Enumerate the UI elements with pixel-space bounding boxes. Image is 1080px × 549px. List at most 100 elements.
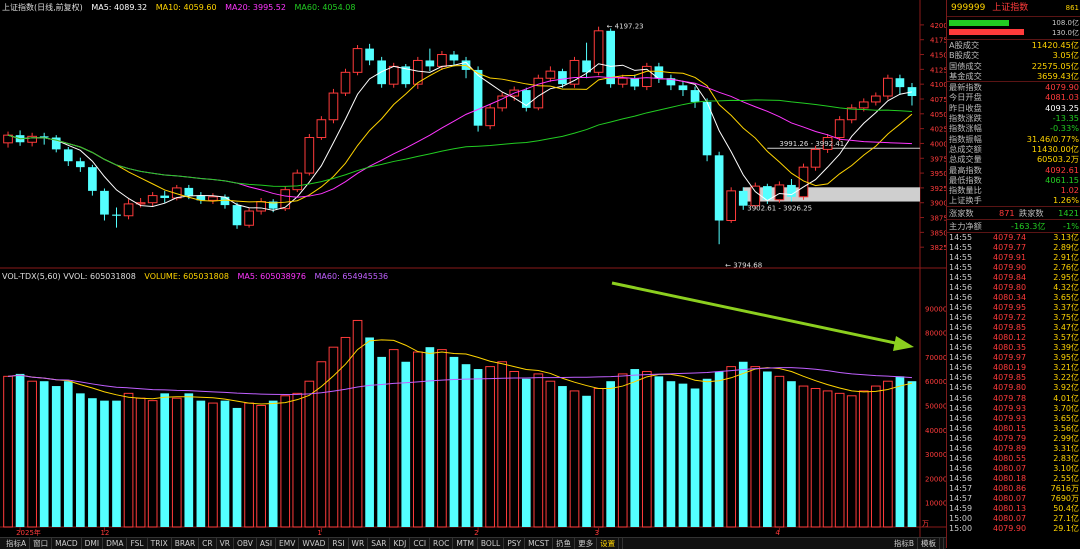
tick-row[interactable]: 14:56 4079.95 3.37亿	[947, 303, 1080, 313]
tick-row[interactable]: 14:56 4079.78 4.01亿	[947, 394, 1080, 404]
tick-price: 4080.07	[993, 463, 1027, 473]
tick-row[interactable]: 14:56 4080.35 3.39亿	[947, 343, 1080, 353]
indicator-tab[interactable]: KDJ	[390, 538, 411, 549]
indicator-tab[interactable]: CCI	[410, 538, 431, 549]
indicator-tab[interactable]: BOLL	[478, 538, 505, 549]
vol-ma60: MA60: 654945536	[314, 272, 389, 281]
tick-amount: 2.76亿	[1053, 262, 1079, 272]
indicator-tab[interactable]: 扔鱼	[553, 538, 576, 549]
price-tick-label: 3850	[930, 229, 946, 237]
tick-time: 14:56	[949, 433, 973, 443]
indicator-tab[interactable]: 窗口	[30, 538, 53, 549]
tick-row[interactable]: 14:56 4080.19 3.21亿	[947, 363, 1080, 373]
tick-row[interactable]: 14:56 4080.12 3.57亿	[947, 333, 1080, 343]
tick-row[interactable]: 14:56 4079.89 3.31亿	[947, 444, 1080, 454]
x-tick-label: 2025年	[16, 528, 41, 537]
tick-row[interactable]: 14:56 4080.15 3.56亿	[947, 424, 1080, 434]
kline-chart[interactable]: 4200 4175 4150 4125 4100 4075 4050 4025 4000 3975…	[0, 0, 948, 537]
tick-time: 14:56	[949, 323, 973, 333]
tick-row[interactable]: 14:56 4079.80 4.32亿	[947, 283, 1080, 293]
price-tick-label: 3875	[930, 215, 946, 223]
volume-bar	[870, 385, 881, 528]
index-code: 999999	[951, 3, 986, 13]
indicator-tab[interactable]: MTM	[453, 538, 478, 549]
tick-row[interactable]: 14:56 4080.55 2.83亿	[947, 454, 1080, 464]
tick-row[interactable]: 14:55 4079.77 2.89亿	[947, 243, 1080, 253]
candle-body	[88, 167, 97, 191]
tick-row[interactable]: 14:59 4080.13 50.4亿	[947, 504, 1080, 514]
candle-body	[208, 196, 218, 201]
indicator-tab[interactable]: CR	[199, 538, 217, 549]
tick-row[interactable]: 14:55 4079.74 3.13亿	[947, 233, 1080, 243]
tick-row[interactable]: 14:57 4080.07 7690万	[947, 494, 1080, 504]
indicator-tab[interactable]: FSL	[127, 538, 148, 549]
indicator-tab[interactable]: TRIX	[148, 538, 172, 549]
candle-body	[268, 201, 278, 209]
indicator-tab[interactable]: SAR	[368, 538, 391, 549]
tick-amount: 3.31亿	[1053, 443, 1079, 453]
tick-time: 14:56	[949, 303, 973, 313]
indicator-tab[interactable]: ASI	[257, 538, 277, 549]
indicator-tab[interactable]: ROC	[430, 538, 454, 549]
candle-body	[123, 203, 134, 217]
indicator-tab[interactable]: DMA	[103, 538, 128, 549]
tick-row[interactable]: 14:56 4079.72 3.75亿	[947, 313, 1080, 323]
tick-row[interactable]: 14:55 4079.84 2.95亿	[947, 273, 1080, 283]
indicator-tab[interactable]: WR	[349, 538, 369, 549]
tick-price: 4080.18	[993, 473, 1027, 483]
turnover-stats: A股成交 11420.45亿 B股成交 3.05亿 国债成交 22575.05亿 基金成交 3…	[947, 40, 1080, 81]
tick-row[interactable]: 14:55 4079.91 2.91亿	[947, 253, 1080, 263]
indicator-tab[interactable]: EMV	[276, 538, 300, 549]
tick-price: 4079.85	[993, 323, 1027, 333]
tick-row[interactable]: 14:56 4079.93 3.70亿	[947, 404, 1080, 414]
volume-bar	[569, 390, 580, 528]
tick-row[interactable]: 14:56 4079.79 2.99亿	[947, 434, 1080, 444]
tick-row[interactable]: 14:56 4080.18 2.55亿	[947, 474, 1080, 484]
indicator-tab[interactable]: VR	[217, 538, 234, 549]
volume-bar	[147, 400, 158, 528]
indicator-tab[interactable]: 更多	[575, 538, 598, 549]
indicator-tab[interactable]: DMI	[82, 538, 104, 549]
main-force-row: 主力净额 -163.3亿 -1%	[947, 220, 1080, 233]
volume-bar	[449, 356, 459, 527]
tick-row[interactable]: 14:56 4079.85 3.47亿	[947, 323, 1080, 333]
tick-list[interactable]: 14:55 4079.74 3.13亿 14:55 4079.77 2.89亿 14:55 4…	[947, 233, 1080, 534]
turnover-stat-value: 3659.43亿	[1036, 70, 1079, 81]
indicator-tab[interactable]: RSI	[329, 538, 349, 549]
tick-row[interactable]: 14:56 4080.34 3.65亿	[947, 293, 1080, 303]
tick-row[interactable]: 14:56 4079.97 3.95亿	[947, 353, 1080, 363]
tick-row[interactable]: 14:56 4079.93 3.65亿	[947, 414, 1080, 424]
indicator-tab[interactable]: WVAD	[299, 538, 330, 549]
tick-row[interactable]: 14:56 4079.85 3.22亿	[947, 373, 1080, 383]
indicator-tab[interactable]: MCST	[525, 538, 554, 549]
indicator-tab-right[interactable]: 指标B	[891, 538, 918, 549]
indicator-tabs: 指标A 窗口 MACD DMI DMA FSL TRIX BRAR CR VR OBV ASI EMV W…	[0, 537, 946, 549]
candle-body	[774, 184, 785, 201]
indicator-tab[interactable]: BRAR	[172, 538, 200, 549]
quote-panel: 999999 上证指数 861 108.0亿 130.0亿 A股成交 11420.…	[946, 0, 1080, 548]
price-tick-label: 4125	[930, 66, 946, 74]
tick-time: 14:55	[949, 272, 973, 282]
candle-body	[895, 78, 905, 88]
indicator-tab[interactable]: 指标A	[3, 538, 31, 549]
tick-row[interactable]: 14:56 4080.07 3.10亿	[947, 464, 1080, 474]
candle-body	[100, 190, 109, 215]
indicator-tab[interactable]: PSY	[504, 538, 526, 549]
tick-time: 14:56	[949, 393, 973, 403]
tick-row[interactable]: 15:00 4080.07 27.1亿	[947, 514, 1080, 524]
tick-row[interactable]: 14:55 4079.90 2.76亿	[947, 263, 1080, 273]
volume-bar	[763, 371, 772, 527]
tick-amount: 7616万	[1050, 483, 1079, 493]
tick-row[interactable]: 14:57 4080.86 7616万	[947, 484, 1080, 494]
tick-time: 14:56	[949, 463, 973, 473]
indicator-tab[interactable]: 设置	[597, 538, 620, 549]
indicator-tab[interactable]: OBV	[234, 538, 257, 549]
tick-row[interactable]: 14:56 4079.80 3.92亿	[947, 383, 1080, 393]
tick-time: 14:59	[949, 504, 973, 514]
indicator-tab[interactable]: MACD	[52, 538, 82, 549]
indicator-tab-right[interactable]: 模板	[918, 538, 940, 549]
tick-row[interactable]: 15:00 4079.90 29.1亿	[947, 524, 1080, 534]
ma10-line	[7, 65, 913, 204]
turnover-stat-label: 基金成交	[949, 70, 982, 81]
